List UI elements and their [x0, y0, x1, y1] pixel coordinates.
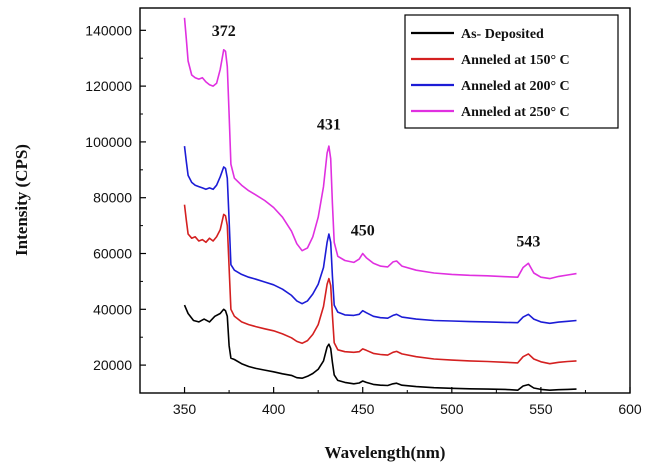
legend: As- Deposited Anneled at 150° C Anneled at…: [404, 14, 619, 129]
x-tick-label: 550: [529, 401, 553, 417]
y-tick-label: 20000: [93, 357, 132, 373]
y-tick-label: 40000: [93, 301, 132, 317]
legend-label: Anneled at 150° C: [461, 53, 570, 68]
y-tick-label: 60000: [93, 246, 132, 262]
y-axis-title: Intensity (CPS): [12, 144, 31, 256]
x-tick-label: 500: [440, 401, 464, 417]
y-tick-label: 100000: [85, 134, 132, 150]
legend-label: Anneled at 200° C: [461, 79, 570, 94]
annotation-layer: 372 431 450 543: [212, 23, 541, 251]
peak-label: 543: [516, 234, 540, 251]
y-tick-label: 80000: [93, 190, 132, 206]
series-layer: [183, 17, 577, 391]
y-tick-label: 120000: [85, 78, 132, 94]
peak-label: 450: [351, 222, 375, 239]
series-line-1: [183, 204, 577, 365]
x-tick-label: 350: [173, 401, 197, 417]
peak-label: 372: [212, 23, 236, 40]
legend-label: Anneled at 250° C: [461, 105, 570, 120]
peak-label: 431: [317, 116, 341, 133]
y-tick-label: 140000: [85, 22, 132, 38]
x-tick-label: 400: [262, 401, 286, 417]
legend-label: As- Deposited: [461, 27, 544, 42]
series-line-3: [183, 17, 577, 280]
x-tick-label: 600: [618, 401, 642, 417]
x-tick-label: 450: [351, 401, 375, 417]
tick-layer: 350 400 450 500 550 600 20000 40000 60000 80000 10…: [85, 22, 642, 417]
series-line-0: [183, 304, 577, 391]
plot-frame: [139, 7, 631, 394]
x-axis-title: Wavelength(nm): [325, 443, 446, 462]
legend-items: As- Deposited Anneled at 150° C Anneled at…: [411, 27, 570, 120]
series-line-2: [183, 146, 577, 325]
